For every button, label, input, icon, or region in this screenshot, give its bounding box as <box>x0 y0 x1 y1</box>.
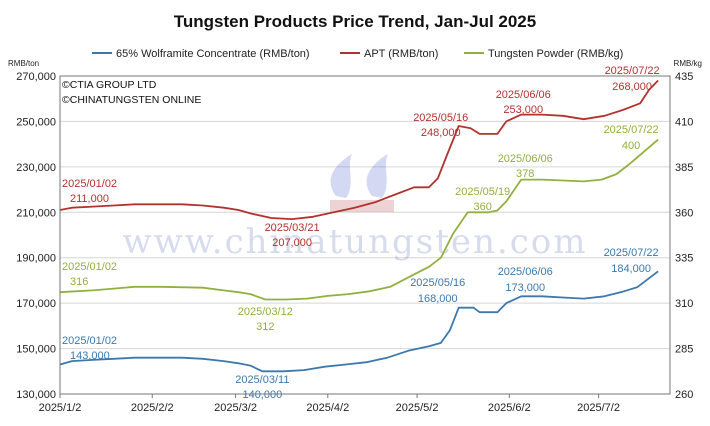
legend-label-powder: Tungsten Powder (RMB/kg) <box>488 48 623 60</box>
annotations: 2025/01/02 211,000 2025/03/21 207,000 2025/0… <box>62 65 660 401</box>
x-tick-label: 2025/3/2 <box>214 402 257 414</box>
annotation-date: 2025/06/06 <box>498 153 553 165</box>
annotation-value: 253,000 <box>503 104 543 116</box>
x-tick-label: 2025/2/2 <box>131 402 174 414</box>
annotation-date: 2025/06/06 <box>498 266 553 278</box>
annotation-value: 316 <box>70 276 88 288</box>
left-y-tick-label: 170,000 <box>16 298 56 310</box>
annotation-date: 2025/01/02 <box>62 335 117 347</box>
annotation-date: 2025/05/16 <box>413 112 468 124</box>
copyright-line-2: ©CHINATUNGSTEN ONLINE <box>62 94 201 106</box>
gridlines <box>60 120 670 350</box>
annotation-date: 2025/06/06 <box>496 89 551 101</box>
right-axis-unit: RMB/kg <box>674 59 702 68</box>
right-y-tick-label: 410 <box>675 116 693 128</box>
x-axis: 2025/1/2 2025/2/2 2025/3/2 2025/4/2 2025/5/2… <box>39 394 620 414</box>
annotation-value: 400 <box>622 140 640 152</box>
left-axis-unit: RMB/ton <box>8 59 39 68</box>
annotation-date: 2025/01/02 <box>62 261 117 273</box>
x-tick-label: 2025/5/2 <box>396 402 439 414</box>
copyright-block: ©CTIA GROUP LTD ©CHINATUNGSTEN ONLINE <box>62 79 201 106</box>
annotation-date: 2025/03/12 <box>238 306 293 318</box>
right-y-tick-label: 360 <box>675 207 693 219</box>
watermark-logo-icon <box>330 154 394 212</box>
right-y-tick-label: 260 <box>675 389 693 401</box>
left-y-tick-label: 190,000 <box>16 253 56 265</box>
right-y-tick-label: 435 <box>675 71 693 83</box>
annotation-value: 248,000 <box>421 127 461 139</box>
annotation-value: 207,000 <box>272 237 312 249</box>
annotation-value: 312 <box>256 321 274 333</box>
legend-label-apt: APT (RMB/ton) <box>364 48 438 60</box>
left-y-tick-label: 230,000 <box>16 162 56 174</box>
right-y-tick-label: 285 <box>675 344 693 356</box>
annotation-date: 2025/07/22 <box>605 65 660 77</box>
watermark: www.chinatungsten.com <box>123 154 588 262</box>
x-tick-label: 2025/1/2 <box>39 402 82 414</box>
legend-label-wolframite: 65% Wolframite Concentrate (RMB/ton) <box>116 48 310 60</box>
x-tick-label: 2025/6/2 <box>488 402 531 414</box>
annotation-value: 378 <box>516 168 534 180</box>
left-y-tick-label: 210,000 <box>16 207 56 219</box>
left-y-axis: 130,000 150,000 170,000 190,000 210,000 230,0… <box>16 71 56 401</box>
annotation-date: 2025/07/22 <box>604 247 659 259</box>
annotation-value: 211,000 <box>70 193 109 205</box>
annotation-date: 2025/03/21 <box>265 222 320 234</box>
watermark-text: www.chinatungsten.com <box>123 222 588 262</box>
left-y-tick-label: 150,000 <box>16 344 56 356</box>
copyright-line-1: ©CTIA GROUP LTD <box>62 79 157 91</box>
x-tick-label: 2025/4/2 <box>306 402 349 414</box>
annotation-value: 143,000 <box>70 350 110 362</box>
annotation-date: 2025/05/19 <box>455 186 510 198</box>
right-y-tick-label: 335 <box>675 253 693 265</box>
series-line-powder <box>59 138 659 301</box>
left-y-tick-label: 270,000 <box>16 71 56 83</box>
annotation-value: 360 <box>473 201 491 213</box>
legend: 65% Wolframite Concentrate (RMB/ton) APT… <box>92 48 623 60</box>
annotation-value: 173,000 <box>505 282 545 294</box>
right-y-axis: 260 285 310 335 360 385 410 435 <box>675 71 693 401</box>
series-line-wolframite <box>59 270 659 373</box>
left-y-tick-label: 250,000 <box>16 116 56 128</box>
annotation-value: 268,000 <box>612 81 652 93</box>
chart-title: Tungsten Products Price Trend, Jan-Jul 2… <box>174 12 536 31</box>
x-tick-label: 2025/7/2 <box>577 402 620 414</box>
annotation-date: 2025/05/16 <box>410 277 465 289</box>
series-lines <box>59 79 659 373</box>
plot-area-border <box>59 75 671 395</box>
annotation-value: 168,000 <box>418 293 458 305</box>
right-y-tick-label: 310 <box>675 298 693 310</box>
right-y-tick-label: 385 <box>675 162 693 174</box>
left-y-tick-label: 130,000 <box>16 389 56 401</box>
annotation-value: 140,000 <box>242 389 282 401</box>
annotation-value: 184,000 <box>611 263 651 275</box>
series-line-apt <box>59 79 659 221</box>
annotation-date: 2025/03/11 <box>235 374 289 386</box>
annotation-date: 2025/07/22 <box>604 124 659 136</box>
annotation-date: 2025/01/02 <box>62 178 117 190</box>
